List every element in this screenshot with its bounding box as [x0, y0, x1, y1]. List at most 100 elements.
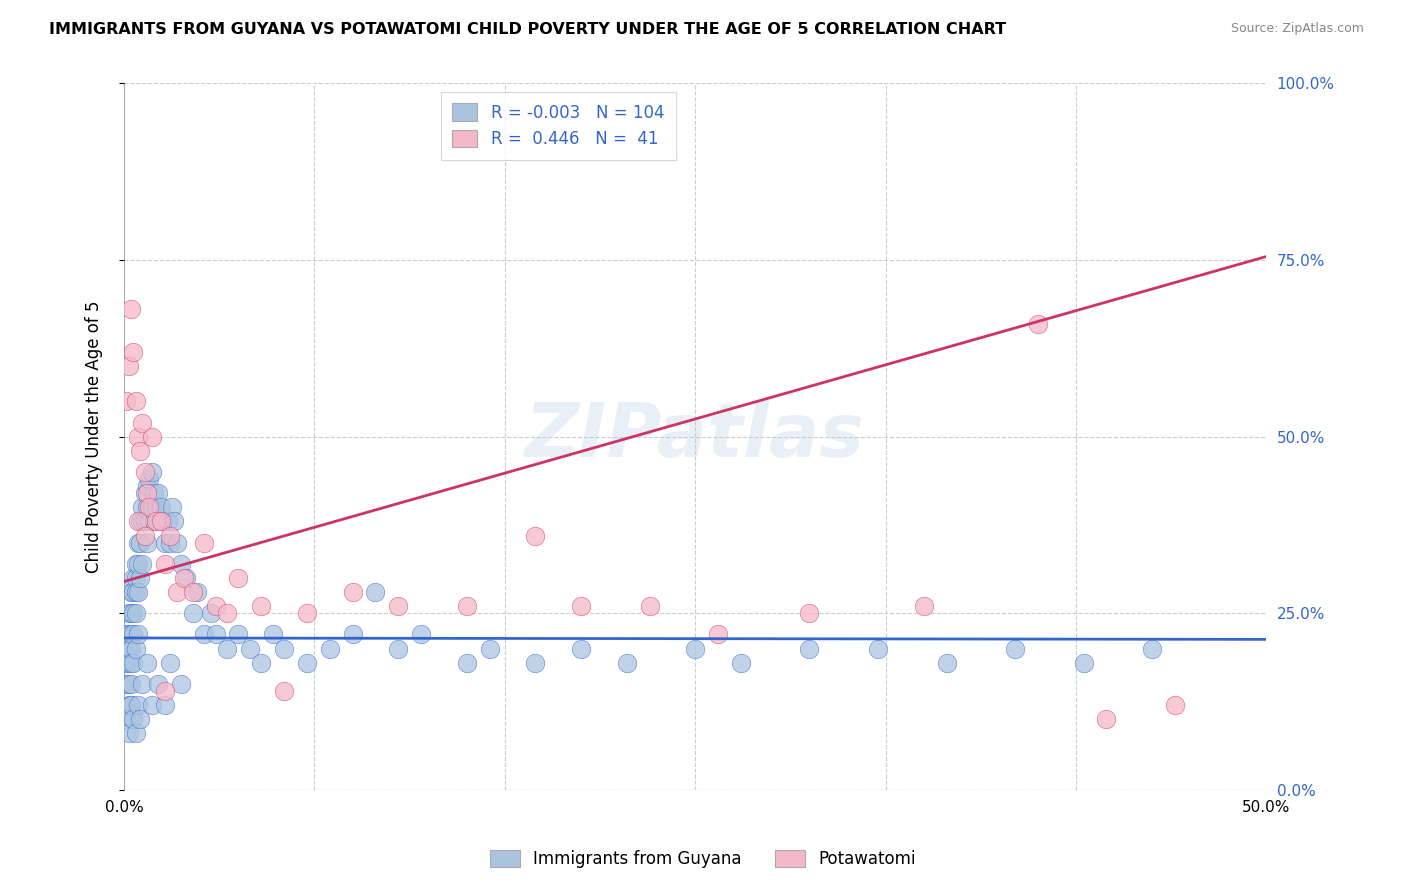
Point	[181, 606, 204, 620]
Point	[115, 656, 138, 670]
Point	[215, 606, 238, 620]
Point	[166, 535, 188, 549]
Point	[262, 627, 284, 641]
Point	[204, 599, 226, 614]
Point	[122, 627, 145, 641]
Point	[127, 698, 149, 712]
Point	[134, 515, 156, 529]
Point	[129, 515, 152, 529]
Point	[145, 500, 167, 515]
Point	[120, 698, 142, 712]
Text: IMMIGRANTS FROM GUYANA VS POTAWATOMI CHILD POVERTY UNDER THE AGE OF 5 CORRELATIO: IMMIGRANTS FROM GUYANA VS POTAWATOMI CHI…	[49, 22, 1007, 37]
Point	[228, 627, 250, 641]
Point	[118, 606, 141, 620]
Point	[866, 641, 889, 656]
Point	[115, 641, 138, 656]
Point	[131, 677, 153, 691]
Point	[142, 486, 165, 500]
Point	[204, 627, 226, 641]
Point	[136, 486, 159, 500]
Legend: Immigrants from Guyana, Potawatomi: Immigrants from Guyana, Potawatomi	[482, 842, 924, 877]
Point	[127, 515, 149, 529]
Point	[799, 606, 821, 620]
Point	[295, 606, 318, 620]
Point	[136, 656, 159, 670]
Point	[127, 557, 149, 571]
Point	[122, 656, 145, 670]
Y-axis label: Child Poverty Under the Age of 5: Child Poverty Under the Age of 5	[86, 301, 103, 573]
Point	[155, 535, 177, 549]
Point	[215, 641, 238, 656]
Point	[273, 641, 295, 656]
Point	[1095, 712, 1118, 726]
Point	[141, 698, 163, 712]
Point	[912, 599, 935, 614]
Point	[120, 677, 142, 691]
Point	[1026, 317, 1049, 331]
Point	[122, 712, 145, 726]
Point	[155, 557, 177, 571]
Point	[129, 571, 152, 585]
Point	[155, 698, 177, 712]
Point	[1164, 698, 1187, 712]
Point	[160, 500, 183, 515]
Point	[569, 599, 592, 614]
Point	[250, 656, 273, 670]
Point	[120, 627, 142, 641]
Point	[124, 394, 146, 409]
Point	[120, 585, 142, 599]
Point	[131, 557, 153, 571]
Point	[122, 585, 145, 599]
Point	[166, 585, 188, 599]
Point	[1004, 641, 1026, 656]
Point	[122, 606, 145, 620]
Point	[1140, 641, 1163, 656]
Point	[186, 585, 208, 599]
Point	[174, 571, 197, 585]
Point	[273, 684, 295, 698]
Point	[118, 677, 141, 691]
Point	[524, 528, 547, 542]
Point	[124, 726, 146, 740]
Point	[115, 712, 138, 726]
Point	[707, 627, 730, 641]
Point	[193, 535, 215, 549]
Point	[193, 627, 215, 641]
Point	[145, 515, 167, 529]
Point	[127, 535, 149, 549]
Point	[141, 465, 163, 479]
Point	[456, 599, 478, 614]
Point	[124, 571, 146, 585]
Point	[935, 656, 957, 670]
Point	[115, 627, 138, 641]
Legend: R = -0.003   N = 104, R =  0.446   N =  41: R = -0.003 N = 104, R = 0.446 N = 41	[440, 92, 676, 160]
Point	[141, 500, 163, 515]
Point	[1073, 656, 1095, 670]
Point	[156, 515, 179, 529]
Point	[295, 656, 318, 670]
Text: ZIPatlas: ZIPatlas	[526, 401, 865, 473]
Point	[120, 698, 142, 712]
Point	[136, 535, 159, 549]
Point	[129, 443, 152, 458]
Point	[131, 500, 153, 515]
Point	[173, 571, 195, 585]
Point	[127, 627, 149, 641]
Point	[120, 656, 142, 670]
Point	[730, 656, 752, 670]
Point	[120, 302, 142, 317]
Point	[152, 515, 174, 529]
Point	[364, 585, 387, 599]
Point	[250, 599, 273, 614]
Point	[387, 641, 409, 656]
Point	[159, 656, 181, 670]
Point	[228, 571, 250, 585]
Point	[115, 394, 138, 409]
Point	[799, 641, 821, 656]
Point	[124, 641, 146, 656]
Point	[149, 500, 172, 515]
Point	[155, 684, 177, 698]
Point	[159, 528, 181, 542]
Point	[342, 627, 364, 641]
Point	[411, 627, 433, 641]
